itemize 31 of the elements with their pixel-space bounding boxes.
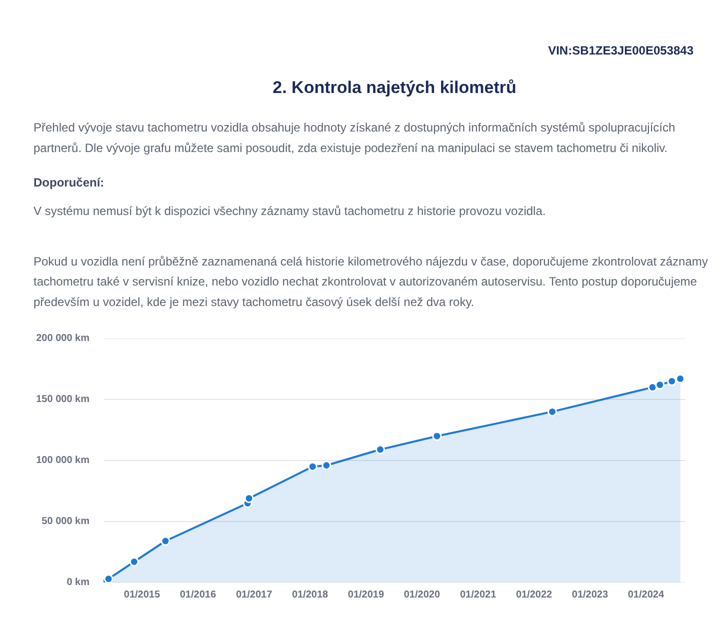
point xyxy=(244,494,254,504)
point xyxy=(655,380,665,390)
x-tick-label: 01/2019 xyxy=(348,590,384,600)
text: Pokud u vozidla není průběžně zaznamenaná celá historie kilometrového nájezdu v čase, doporučujeme zkontrolovat záznamy tachometru také v servisní knize, nebo vozidlo nechat zkontrolovat v autorizovaném autoservisu. Tento postup doporučujeme především u vozidel, kde je mezi stavy tachometru časový úsek delší než dva roky. xyxy=(34,254,708,309)
text: VIN:SB1ZE3JE00E053843 xyxy=(548,44,694,58)
point xyxy=(432,431,442,441)
x-tick-label: 01/2021 xyxy=(460,590,497,600)
y-tick-label: 50 000 km xyxy=(42,516,90,527)
text: V systému nemusí být k dispozici všechny záznamy stavů tachometru z historie provozu vozidla. xyxy=(34,204,546,218)
x-tick-label: 01/2020 xyxy=(404,590,440,600)
point xyxy=(308,462,318,472)
x-tick-label: 01/2022 xyxy=(516,590,553,600)
y-tick-label: 100 000 km xyxy=(36,455,90,466)
y-tick-label: 200 000 km xyxy=(36,333,90,344)
point xyxy=(648,382,658,392)
point xyxy=(375,444,385,454)
x-tick-label: 01/2017 xyxy=(236,590,273,600)
x-tick-label: 01/2018 xyxy=(292,590,329,600)
y-tick-label: 0 km xyxy=(66,577,90,588)
y-tick-label: 150 000 km xyxy=(36,394,90,405)
x-tick-label: 01/2023 xyxy=(572,590,608,600)
point xyxy=(129,557,139,566)
x-tick-label: 01/2015 xyxy=(124,590,160,600)
x-tick-label: 01/2016 xyxy=(180,590,216,600)
point xyxy=(160,536,170,546)
point xyxy=(104,574,114,582)
chart-title: 2. Kontrola najetých kilometrů xyxy=(272,78,516,97)
x-tick-label: 01/2024 xyxy=(628,590,664,600)
text: Doporučení: xyxy=(34,176,104,190)
point xyxy=(322,460,332,470)
text: Přehled vývoje stavu tachometru vozidla obsahuje hodnoty získané z dostupných informačních systémů spolupracujících partnerů. Dle vývoje grafu můžete sami posoudit, zda existuje podezření na manipulaci se stavem tachometru či nikoliv. xyxy=(34,120,676,155)
